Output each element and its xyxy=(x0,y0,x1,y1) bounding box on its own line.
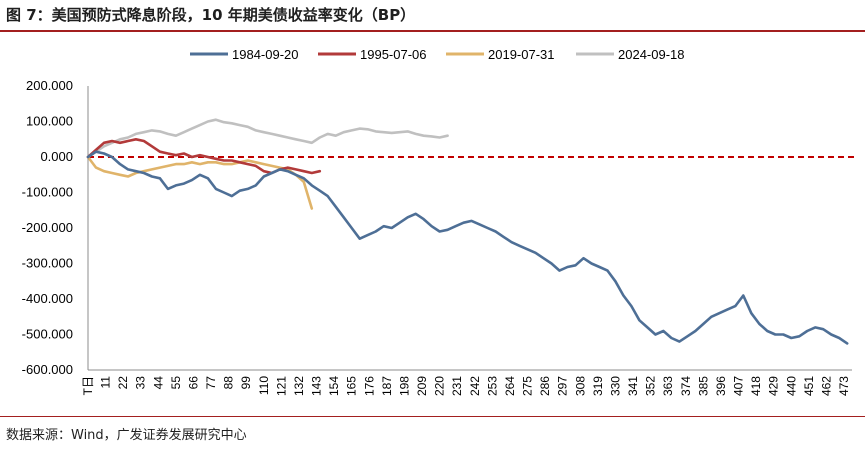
x-tick-label: 11 xyxy=(99,376,113,389)
x-tick-label: 462 xyxy=(819,376,833,396)
chart-legend: 1984-09-20 1995-07-06 2019-07-31 2024-09-18 xyxy=(190,47,685,62)
y-tick-label: -500.000 xyxy=(22,327,73,342)
y-axis: 200.000 100.000 0.000 -100.000 -200.000 -300.… xyxy=(22,78,73,377)
x-tick-label: 264 xyxy=(503,376,517,396)
x-tick-label: 110 xyxy=(257,376,271,395)
x-tick-label: 132 xyxy=(292,376,306,396)
series-line-2019-07-31 xyxy=(86,155,314,210)
y-tick-label: -300.000 xyxy=(22,256,73,271)
x-tick-label: 407 xyxy=(732,376,746,396)
x-tick-label: 220 xyxy=(433,376,447,396)
legend-label: 2024-09-18 xyxy=(618,47,685,62)
x-axis: T日 11 22 33 44 55 66 77 88 99 110 121 132 143 154 165 17… xyxy=(81,376,851,396)
x-tick-label: 297 xyxy=(556,376,570,396)
x-tick-label: 66 xyxy=(186,376,200,390)
x-tick-label: 473 xyxy=(837,376,851,396)
x-tick-label: 385 xyxy=(696,376,710,396)
plot-area xyxy=(87,86,856,371)
y-tick-label: 0.000 xyxy=(40,149,73,164)
y-tick-label: -400.000 xyxy=(22,291,73,306)
x-tick-label: 429 xyxy=(767,376,781,396)
x-tick-label: 242 xyxy=(468,376,482,396)
x-tick-label: 374 xyxy=(679,376,693,396)
x-tick-label: 440 xyxy=(784,376,798,396)
series-line-2024-09-18 xyxy=(86,118,449,159)
legend-label: 2019-07-31 xyxy=(488,47,555,62)
x-tick-label: 418 xyxy=(749,376,763,396)
source-divider xyxy=(0,416,865,417)
x-tick-label: T日 xyxy=(81,376,95,395)
line-chart: 1984-09-20 1995-07-06 2019-07-31 2024-09-18… xyxy=(22,47,856,396)
x-tick-label: 44 xyxy=(151,376,165,390)
x-tick-label: 77 xyxy=(204,376,218,390)
series-line-1984-09-20 xyxy=(86,150,849,345)
x-tick-label: 363 xyxy=(661,376,675,396)
title-divider xyxy=(0,30,865,32)
y-tick-label: 200.000 xyxy=(26,78,73,93)
x-tick-label: 451 xyxy=(802,376,816,396)
legend-label: 1984-09-20 xyxy=(232,47,299,62)
x-tick-label: 143 xyxy=(310,376,324,396)
x-tick-label: 231 xyxy=(450,376,464,396)
x-tick-label: 55 xyxy=(169,376,183,390)
y-tick-label: 100.000 xyxy=(26,114,73,129)
x-tick-label: 253 xyxy=(485,376,499,396)
x-tick-label: 275 xyxy=(521,376,535,396)
legend-label: 1995-07-06 xyxy=(360,47,427,62)
x-tick-label: 165 xyxy=(345,376,359,396)
chart-title: 图 7：美国预防式降息阶段，10 年期美债收益率变化（BP） xyxy=(6,6,416,24)
series-lines xyxy=(86,118,849,345)
x-tick-label: 341 xyxy=(626,376,640,396)
x-tick-label: 308 xyxy=(573,376,587,396)
x-tick-label: 352 xyxy=(644,376,658,396)
x-tick-label: 154 xyxy=(327,376,341,396)
x-tick-label: 209 xyxy=(415,376,429,396)
y-tick-label: -100.000 xyxy=(22,185,73,200)
x-tick-label: 330 xyxy=(608,376,622,396)
x-tick-label: 33 xyxy=(134,376,148,390)
x-tick-label: 198 xyxy=(397,376,411,396)
x-tick-label: 121 xyxy=(274,376,288,396)
x-tick-label: 187 xyxy=(380,376,394,396)
x-tick-label: 88 xyxy=(222,376,236,390)
x-tick-label: 396 xyxy=(714,376,728,396)
y-tick-label: -200.000 xyxy=(22,220,73,235)
source-note: 数据来源：Wind，广发证券发展研究中心 xyxy=(6,428,247,443)
y-tick-label: -600.000 xyxy=(22,362,73,377)
x-tick-label: 176 xyxy=(362,376,376,396)
x-tick-label: 22 xyxy=(116,376,130,390)
x-tick-label: 99 xyxy=(239,376,253,390)
x-tick-label: 319 xyxy=(591,376,605,396)
x-tick-label: 286 xyxy=(538,376,552,396)
